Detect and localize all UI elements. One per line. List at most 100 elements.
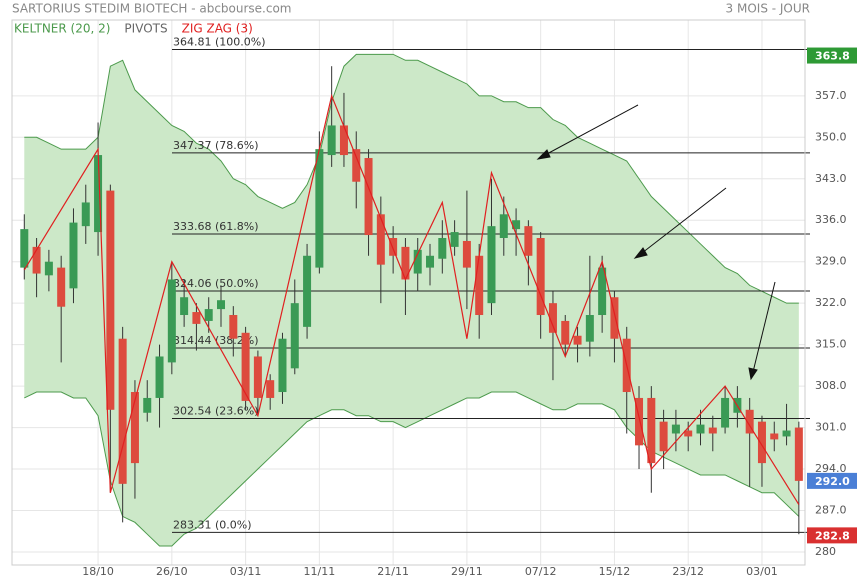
candle-body <box>352 149 361 182</box>
candle-body <box>499 214 508 238</box>
candle-body <box>106 190 115 410</box>
y-tick-label: 322.0 <box>815 296 847 309</box>
candle-body <box>426 255 435 268</box>
candle-body <box>708 427 717 434</box>
y-tick-label: 287.0 <box>815 504 847 517</box>
candle-body <box>155 356 164 398</box>
candle-body <box>20 229 29 268</box>
candle-body <box>143 397 152 413</box>
arrow <box>752 281 776 373</box>
candle-body <box>401 246 410 280</box>
arrow <box>641 187 727 254</box>
candle-body <box>770 433 779 440</box>
level-label: 347.37 (78.6%) <box>173 139 259 152</box>
candle-body <box>413 249 422 274</box>
candle-body <box>598 267 607 316</box>
x-tick-label: 11/11 <box>304 565 336 578</box>
band-upper <box>24 53 799 304</box>
zigzag <box>23 93 800 505</box>
candle-body <box>69 222 78 289</box>
candle-body <box>757 421 766 464</box>
x-tick-label: 23/12 <box>672 565 704 578</box>
candle-body <box>192 312 201 324</box>
candle-body <box>303 255 312 327</box>
legend-entry: KELTNER (20, 2) <box>14 22 110 36</box>
y-tick-label: 357.0 <box>815 89 847 102</box>
keltner-band <box>24 53 800 547</box>
candle-body <box>548 303 557 333</box>
candle-body <box>524 226 533 256</box>
x-tick-label: 07/12 <box>525 565 557 578</box>
price-tag-label: 363.8 <box>815 50 850 63</box>
period: 3 MOIS - JOUR <box>726 2 810 16</box>
candle-body <box>684 430 693 437</box>
candle-body <box>32 246 41 274</box>
axis: 280 287.0 294.0 301.0 308.0 315.0 322.0 329.0 33… <box>82 47 857 578</box>
price-tag <box>807 47 857 64</box>
candle-body <box>167 279 176 363</box>
level-label: 283.31 (0.0%) <box>173 518 252 531</box>
x-tick-label: 21/11 <box>377 565 409 578</box>
candle-body <box>794 427 803 481</box>
y-tick-label: 343.0 <box>815 172 847 185</box>
legend-entry: PIVOTS <box>124 22 167 36</box>
x-tick-label: 03/11 <box>230 565 262 578</box>
candle-body <box>180 297 189 316</box>
y-tick-label: 336.0 <box>815 213 847 226</box>
candle-body <box>364 158 373 236</box>
candle-body <box>339 125 348 156</box>
x-tick-label: 15/12 <box>599 565 631 578</box>
candle-body <box>462 240 471 268</box>
plot-frame <box>11 19 806 566</box>
candle-body <box>315 149 324 268</box>
candle-body <box>241 332 250 401</box>
legend: KELTNER (20, 2) PIVOTS ZIG ZAG (3) <box>14 22 253 36</box>
candle-body <box>450 232 459 247</box>
price-tag-label: 292.0 <box>815 475 850 488</box>
candle-body <box>475 255 484 316</box>
candle-body <box>327 125 336 156</box>
candle-body <box>376 214 385 265</box>
arrow-head <box>633 247 648 259</box>
candle-body <box>290 303 299 369</box>
arrow-head <box>748 367 758 381</box>
y-tick-label: 301.0 <box>815 421 847 434</box>
price-tag-label: 282.8 <box>815 529 850 542</box>
candle-body <box>647 397 656 464</box>
band-lower <box>24 391 800 547</box>
candle-body <box>204 309 213 321</box>
candle-body <box>81 202 90 227</box>
candle-body <box>266 380 275 398</box>
chart-title: SARTORIUS STEDIM BIOTECH - abcbourse.com <box>12 2 292 16</box>
candle-body <box>573 335 582 345</box>
y-tick-label: 308.0 <box>815 379 847 392</box>
candle-body <box>536 238 545 316</box>
candle-body <box>118 338 127 484</box>
candle-body <box>253 356 262 398</box>
candle-body <box>278 338 287 393</box>
arrow <box>544 104 639 156</box>
level-label: 364.81 (100.0%) <box>173 36 266 49</box>
y-tick-label: 294.0 <box>815 462 847 475</box>
price-tag <box>807 527 857 544</box>
candle-body <box>696 424 705 434</box>
candle-body <box>389 238 398 256</box>
x-tick-label: 26/10 <box>156 565 188 578</box>
candle-body <box>721 397 730 428</box>
y-tick-label: 280 <box>815 545 836 558</box>
candle-body <box>782 430 791 437</box>
level-label: 324.06 (50.0%) <box>173 277 259 290</box>
candle-body <box>635 397 644 446</box>
candle-body <box>438 238 447 259</box>
candle-body <box>512 220 521 230</box>
x-tick-label: 29/11 <box>451 565 483 578</box>
candle-body <box>610 297 619 339</box>
level-label: 302.54 (23.6%) <box>173 404 259 417</box>
candle-body <box>130 392 139 464</box>
candle-body <box>745 409 754 434</box>
arrow-head <box>536 149 551 160</box>
levels: 364.81 (100.0%) 347.37 (78.6%) 333.68 (61.… <box>172 36 810 533</box>
band-fill <box>24 54 799 547</box>
candle-body <box>561 320 570 345</box>
